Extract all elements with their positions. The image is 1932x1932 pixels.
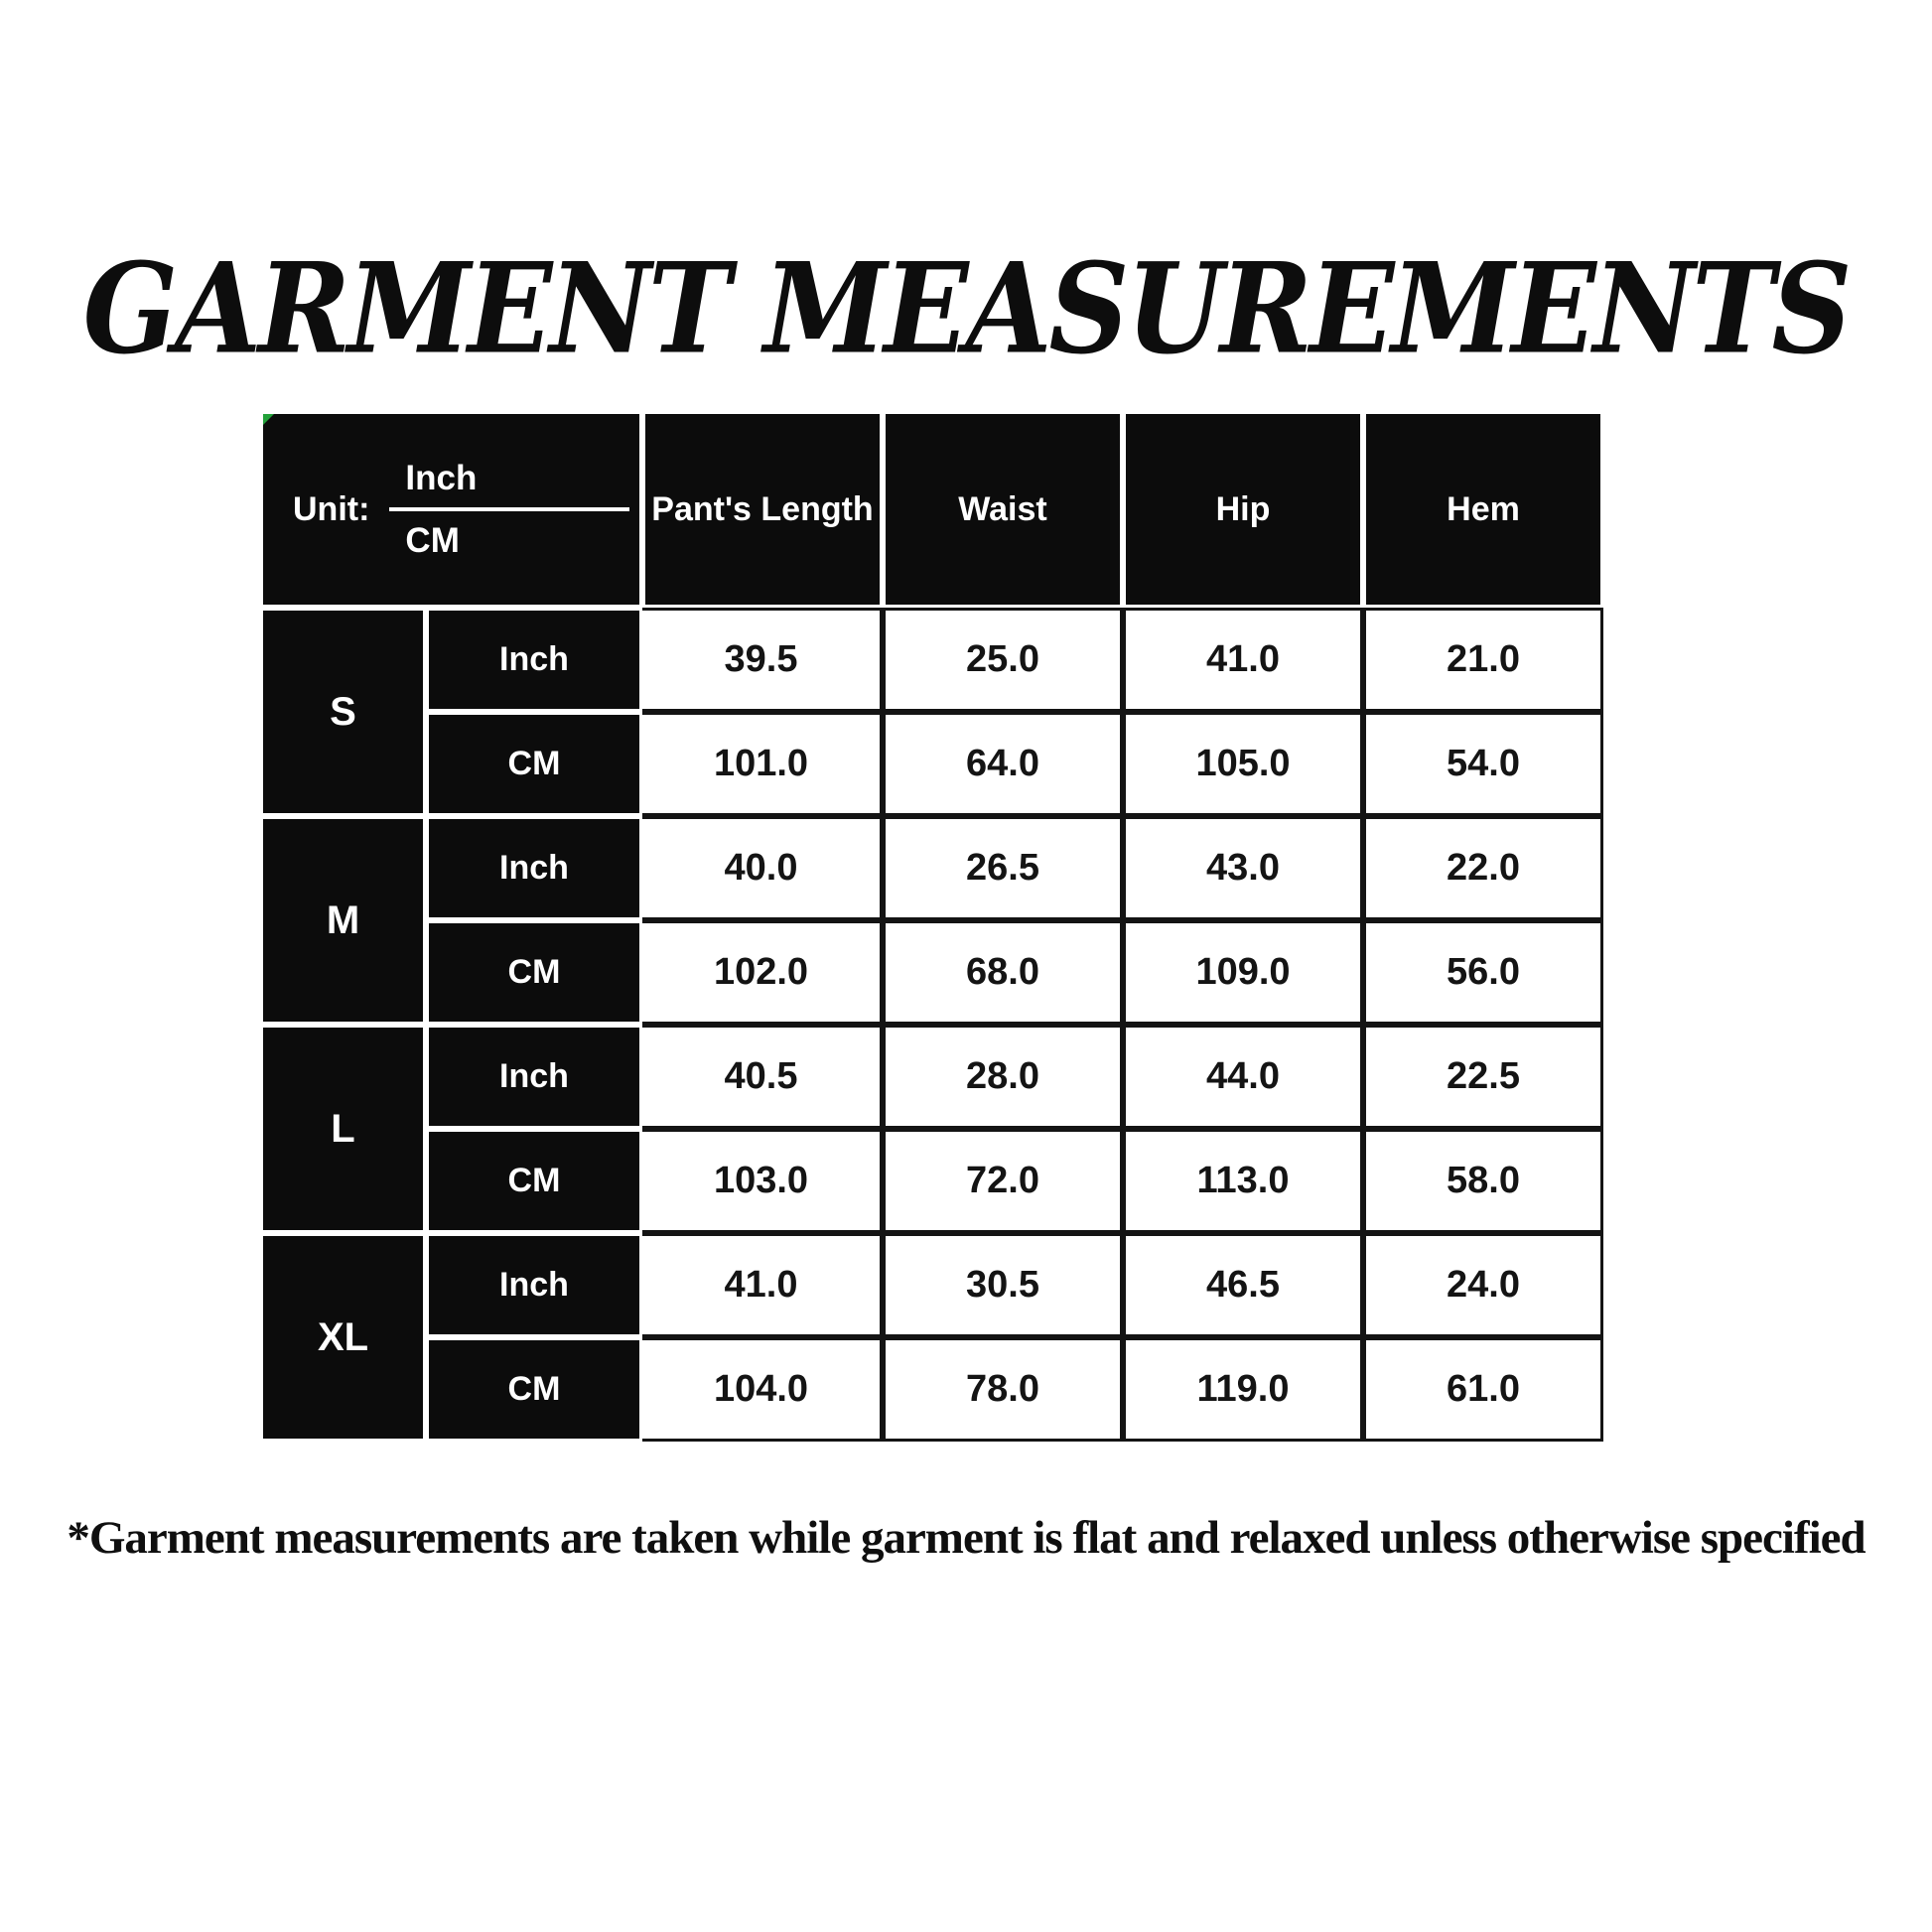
unit-inch-label: Inch: [389, 459, 629, 511]
row-unit-cm: CM: [426, 712, 642, 816]
measurement-cell: 58.0: [1363, 1129, 1603, 1233]
measurement-cell: 102.0: [642, 920, 883, 1025]
measurement-cell: 54.0: [1363, 712, 1603, 816]
measurement-cell: 64.0: [883, 712, 1123, 816]
table-row: XL Inch 41.0 30.5 46.5 24.0: [260, 1233, 1603, 1442]
measurement-cell: 68.0: [883, 920, 1123, 1025]
measurement-cell: 72.0: [883, 1129, 1123, 1233]
measurement-cell: 109.0: [1123, 920, 1363, 1025]
row-unit-inch: Inch: [426, 608, 642, 712]
measurement-cell: 104.0: [642, 1337, 883, 1442]
column-header-hem: Hem: [1363, 411, 1603, 608]
column-header-hip: Hip: [1123, 411, 1363, 608]
measurement-cell: 22.5: [1363, 1025, 1603, 1129]
measurement-cell: 41.0: [1123, 608, 1363, 712]
table-row: CM 104.0 78.0 119.0 61.0: [260, 1337, 1603, 1442]
measurement-cell: 22.0: [1363, 816, 1603, 920]
unit-label: Unit:: [293, 489, 370, 528]
row-unit-cm: CM: [426, 920, 642, 1025]
table-row: CM 103.0 72.0 113.0 58.0: [260, 1129, 1603, 1233]
measurement-cell: 119.0: [1123, 1337, 1363, 1442]
measurement-cell: 103.0: [642, 1129, 883, 1233]
row-unit-cm: CM: [426, 1337, 642, 1442]
unit-header-cell: Unit: Inch CM: [260, 411, 642, 608]
measurement-cell: 105.0: [1123, 712, 1363, 816]
measurement-cell: 61.0: [1363, 1337, 1603, 1442]
table-row: S Inch 39.5 25.0 41.0 21.0: [260, 608, 1603, 816]
measurement-cell: 40.0: [642, 816, 883, 920]
size-label-m: M: [260, 816, 426, 1025]
measurement-cell: 28.0: [883, 1025, 1123, 1129]
footnote: *Garment measurements are taken while ga…: [67, 1512, 1865, 1564]
corner-marker-icon: [263, 414, 274, 425]
size-label-s: S: [260, 608, 426, 816]
measurement-cell: 25.0: [883, 608, 1123, 712]
measurement-cell: 41.0: [642, 1233, 883, 1337]
measurement-cell: 78.0: [883, 1337, 1123, 1442]
measurement-cell: 26.5: [883, 816, 1123, 920]
measurement-cell: 44.0: [1123, 1025, 1363, 1129]
column-header-waist: Waist: [883, 411, 1123, 608]
measurement-cell: 101.0: [642, 712, 883, 816]
measurement-cell: 113.0: [1123, 1129, 1363, 1233]
size-label-l: L: [260, 1025, 426, 1233]
table-row: L Inch 40.5 28.0 44.0 22.5: [260, 1025, 1603, 1233]
row-unit-inch: Inch: [426, 1025, 642, 1129]
table-header-row: Unit: Inch CM Pant's Length Waist Hip He…: [260, 411, 1603, 608]
measurement-cell: 24.0: [1363, 1233, 1603, 1337]
table-row: CM 101.0 64.0 105.0 54.0: [260, 712, 1603, 816]
unit-fraction: Unit: Inch CM: [263, 459, 639, 561]
measurement-cell: 30.5: [883, 1233, 1123, 1337]
measurement-cell: 56.0: [1363, 920, 1603, 1025]
measurement-cell: 46.5: [1123, 1233, 1363, 1337]
measurement-cell: 43.0: [1123, 816, 1363, 920]
page-title: GARMENT MEASUREMENTS: [82, 236, 1853, 382]
row-unit-cm: CM: [426, 1129, 642, 1233]
unit-cm-label: CM: [405, 520, 460, 560]
row-unit-inch: Inch: [426, 816, 642, 920]
measurement-cell: 40.5: [642, 1025, 883, 1129]
row-unit-inch: Inch: [426, 1233, 642, 1337]
table-row: M Inch 40.0 26.5 43.0 22.0: [260, 816, 1603, 1025]
measurement-cell: 39.5: [642, 608, 883, 712]
size-label-xl: XL: [260, 1233, 426, 1442]
measurement-cell: 21.0: [1363, 608, 1603, 712]
column-header-pants-length: Pant's Length: [642, 411, 883, 608]
garment-measurements-table: Unit: Inch CM Pant's Length Waist Hip He…: [260, 411, 1603, 1442]
table-row: CM 102.0 68.0 109.0 56.0: [260, 920, 1603, 1025]
